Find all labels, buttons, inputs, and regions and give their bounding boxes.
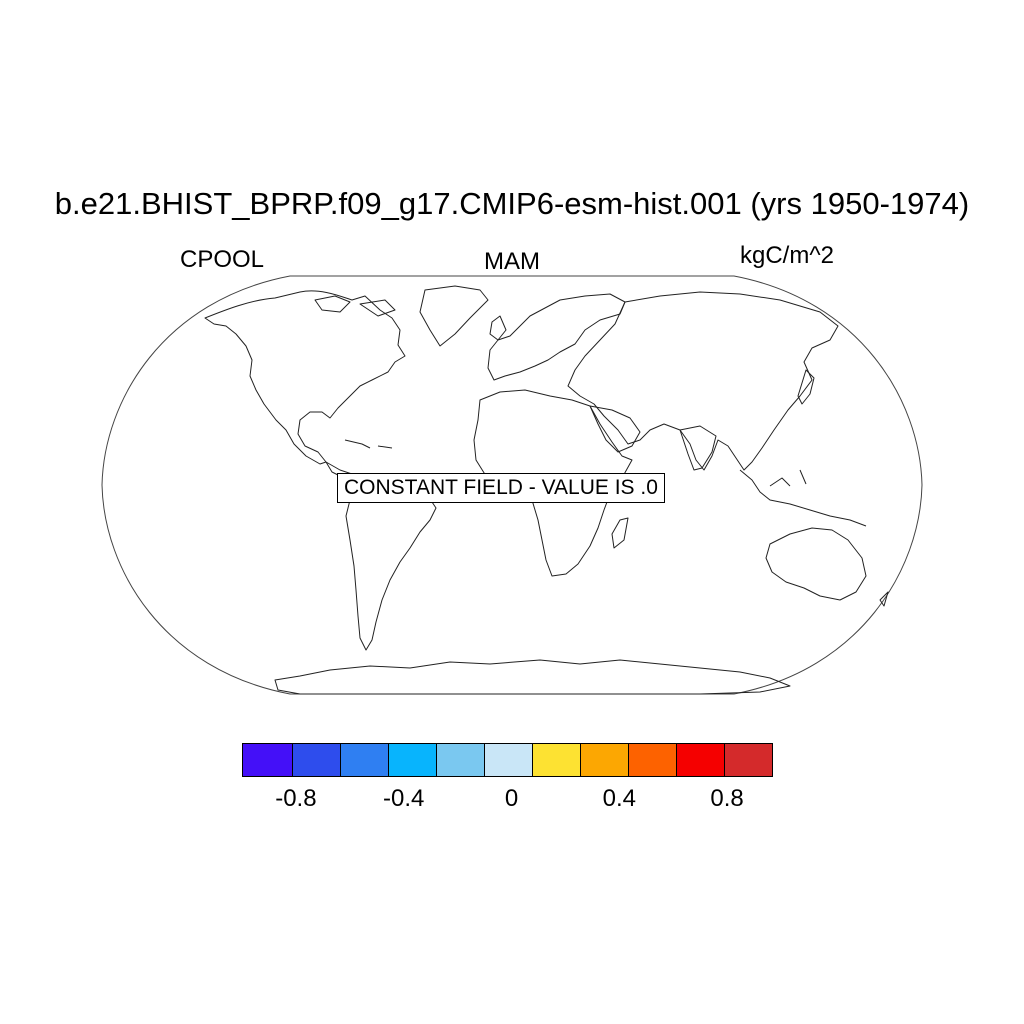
coast-greenland — [419, 285, 489, 347]
coast-arctic-islands — [314, 295, 396, 317]
colorbar-swatch — [340, 744, 388, 776]
colorbar-tick-label: 0.4 — [602, 785, 636, 812]
colorbar-swatch — [724, 744, 772, 776]
coast-caribbean — [344, 439, 393, 449]
coast-madagascar — [611, 517, 629, 549]
constant-field-notice: CONSTANT FIELD - VALUE IS .0 — [337, 473, 665, 503]
coast-southeast-asia — [739, 469, 867, 527]
season-label: MAM — [484, 248, 540, 275]
colorbar-swatch — [484, 744, 532, 776]
colorbar-swatch — [580, 744, 628, 776]
coast-uk — [489, 315, 507, 341]
colorbar — [242, 743, 773, 777]
colorbar-tick-label: -0.4 — [383, 785, 425, 812]
coast-antarctica — [274, 659, 791, 695]
coast-north-america — [204, 290, 406, 465]
plot-title: b.e21.BHIST_BPRP.f09_g17.CMIP6-esm-hist.… — [54, 186, 970, 221]
colorbar-swatch — [243, 744, 292, 776]
coast-new-zealand — [879, 591, 889, 607]
colorbar-swatch — [532, 744, 580, 776]
coast-asia — [567, 291, 839, 471]
colorbar-swatch — [292, 744, 340, 776]
colorbar-swatch — [676, 744, 724, 776]
map-boundary — [101, 275, 923, 695]
colorbar-tick-label: 0 — [504, 785, 519, 812]
coast-india — [679, 425, 717, 471]
colorbar-swatch — [436, 744, 484, 776]
coast-europe — [487, 293, 626, 381]
units-label: kgC/m^2 — [740, 242, 834, 269]
colorbar-swatch — [388, 744, 436, 776]
colorbar-tick-label: -0.8 — [275, 785, 317, 812]
coast-arabia — [589, 405, 641, 453]
coast-japan — [797, 369, 815, 405]
coast-australia — [765, 527, 867, 601]
colorbar-tick-label: 0.8 — [710, 785, 744, 812]
colorbar-swatch — [628, 744, 676, 776]
variable-label: CPOOL — [180, 246, 265, 273]
